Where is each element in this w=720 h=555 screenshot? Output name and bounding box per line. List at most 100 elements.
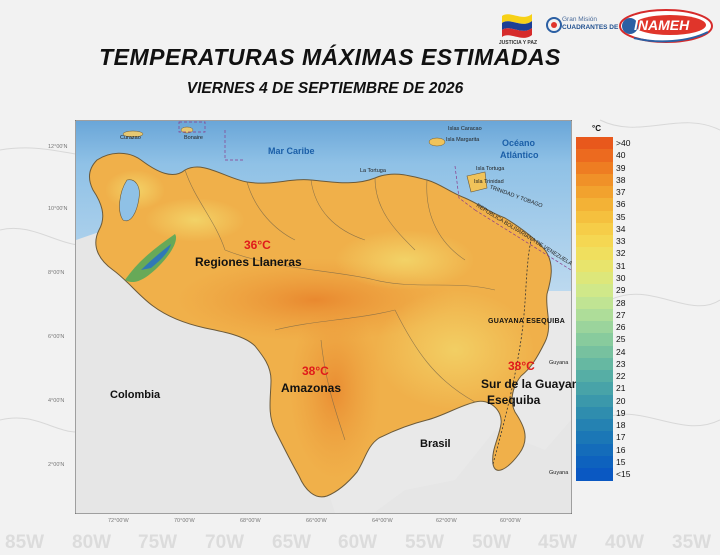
legend-swatch	[576, 198, 613, 211]
lat-tick: 2°00'N	[48, 462, 65, 468]
legend-swatch	[576, 357, 613, 371]
legend-label: 23	[616, 358, 626, 369]
lon-tick: 60°00'W	[500, 518, 521, 524]
temp-llaneras: 36°C	[244, 238, 271, 252]
legend-row: 21	[576, 382, 625, 395]
lat-tick: 8°00'N	[48, 270, 65, 276]
legend-label: 35	[616, 211, 626, 222]
legend-row: 18	[576, 419, 625, 432]
legend-swatch	[576, 271, 613, 285]
legend-swatch	[576, 370, 613, 383]
guyana-town-label: Guyana	[549, 360, 569, 366]
legend-row: 16	[576, 443, 625, 457]
legend-swatch	[576, 394, 613, 407]
legend-swatch	[576, 406, 613, 420]
legend-label: 32	[616, 248, 626, 259]
header-logos: JUSTICIA Y PAZ Gran Misión CUADRANTES DE…	[496, 6, 718, 50]
legend-row: <15	[576, 468, 630, 481]
legend-swatch	[576, 419, 613, 432]
legend-row: 20	[576, 394, 625, 407]
legend-row: 29	[576, 284, 625, 297]
bg-tick: 65W	[272, 532, 311, 553]
legend-row: 26	[576, 321, 625, 334]
legend-swatch	[576, 247, 613, 260]
sea-label-atlantico: Atlántico	[500, 150, 539, 160]
legend-swatch	[576, 259, 613, 272]
island-label: Curazao	[120, 135, 141, 141]
map-title: TEMPERATURAS MÁXIMAS ESTIMADAS	[99, 44, 561, 70]
legend-label: 40	[616, 150, 626, 161]
legend-label: 36	[616, 199, 626, 210]
legend-swatch	[576, 173, 613, 187]
legend-label: >40	[616, 138, 631, 148]
venezuela-flag-logo	[502, 14, 532, 38]
country-label-colombia: Colombia	[110, 389, 161, 401]
inameh-logo: INAMEH	[618, 8, 714, 44]
bg-tick: 45W	[538, 532, 577, 553]
legend-row: 22	[576, 370, 625, 383]
legend-swatch	[576, 333, 613, 346]
andes-cool-area	[125, 234, 177, 283]
legend-unit: °C	[592, 124, 601, 133]
gran-mision-logo: Gran Misión CUADRANTES DE PAZ	[546, 10, 633, 40]
legend-row: 35	[576, 210, 625, 223]
legend-swatch	[576, 345, 613, 358]
legend-row: 34	[576, 222, 625, 236]
legend-swatch	[576, 222, 613, 236]
legend-label: 34	[616, 223, 626, 234]
lon-tick: 72°00'W	[108, 518, 129, 524]
region-llaneras: Regiones Llaneras	[195, 255, 302, 269]
legend-row: 36	[576, 198, 625, 211]
legend-row: 30	[576, 271, 625, 285]
legend-label: 24	[616, 346, 626, 357]
map-subtitle: VIERNES 4 DE SEPTIEMBRE DE 2026	[186, 80, 464, 97]
region-amazonas: Amazonas	[281, 381, 342, 395]
lon-tick: 62°00'W	[436, 518, 457, 524]
bonaire-island	[180, 126, 194, 134]
bg-tick: 70W	[205, 532, 244, 553]
legend-row: 17	[576, 431, 625, 444]
legend-swatch	[576, 443, 613, 457]
lat-tick: 6°00'N	[48, 334, 65, 340]
legend-swatch	[576, 161, 613, 174]
island-label: Isla Tortuga	[476, 166, 505, 172]
trinidad-island	[466, 171, 488, 193]
legend-row: 27	[576, 308, 625, 322]
margarita-island	[428, 137, 446, 147]
legend-label: 26	[616, 322, 626, 333]
bg-tick: 35W	[672, 532, 711, 553]
legend-label: 15	[616, 457, 626, 468]
legend-row: 23	[576, 357, 625, 371]
legend-row: 32	[576, 247, 625, 260]
legend-swatch	[576, 210, 613, 223]
lat-tick: 12°00'N	[48, 144, 68, 150]
legend-label: 18	[616, 420, 626, 431]
legend-label: 39	[616, 162, 626, 173]
legend-label: 38	[616, 174, 626, 185]
sea-label-caribe: Mar Caribe	[268, 146, 315, 156]
guyana-town-label: Guyana	[549, 470, 569, 476]
neighbor-land	[76, 230, 571, 513]
lake-maracaibo	[119, 179, 140, 222]
legend-row: 25	[576, 333, 625, 346]
island-label: Islas Caracao	[448, 126, 482, 132]
legend-swatch	[576, 382, 613, 395]
legend-row: >40	[576, 137, 630, 150]
bg-tick: 85W	[5, 532, 44, 553]
bg-tick: 55W	[405, 532, 444, 553]
flag-caption: JUSTICIA Y PAZ	[498, 40, 538, 46]
gm-line2: CUADRANTES DE PAZ	[562, 24, 633, 31]
legend-label: 29	[616, 285, 626, 296]
legend-row: 38	[576, 173, 625, 187]
bg-tick: 75W	[138, 532, 177, 553]
bg-tick: 40W	[605, 532, 644, 553]
legend-swatch	[576, 431, 613, 444]
legend-label: 37	[616, 187, 626, 198]
legend-label: 33	[616, 236, 626, 247]
legend-label: 20	[616, 395, 626, 406]
curazao-island	[122, 130, 144, 138]
lat-tick: 4°00'N	[48, 398, 65, 404]
legend-row: 19	[576, 406, 625, 420]
legend-row: 31	[576, 259, 625, 272]
